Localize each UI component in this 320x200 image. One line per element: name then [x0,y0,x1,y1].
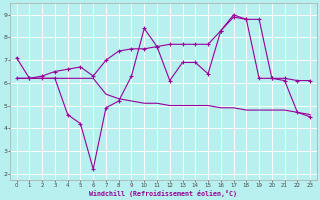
X-axis label: Windchill (Refroidissement éolien,°C): Windchill (Refroidissement éolien,°C) [89,190,237,197]
